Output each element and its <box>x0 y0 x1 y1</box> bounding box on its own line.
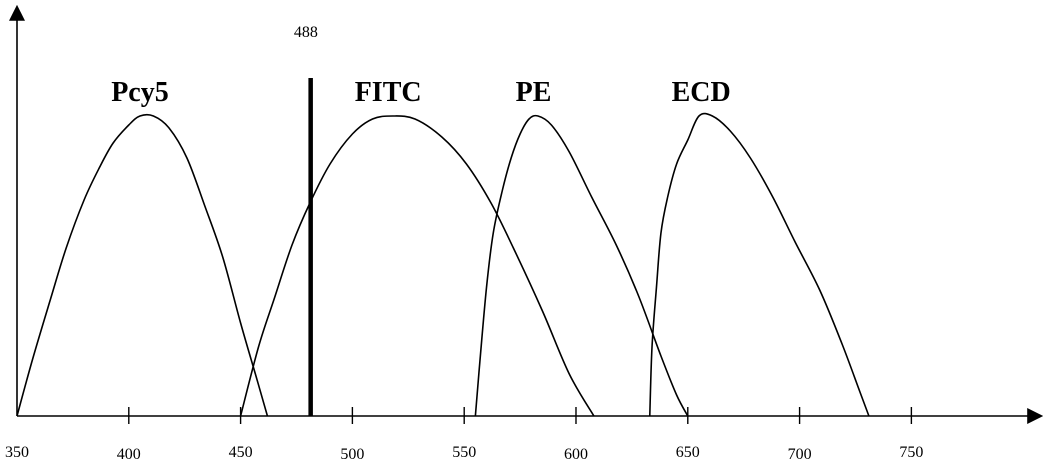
series-label-fitc: FITC <box>355 77 422 108</box>
x-tick-label-650: 650 <box>676 444 700 461</box>
x-tick-label-700: 700 <box>788 446 812 463</box>
x-tick-label-350: 350 <box>5 444 29 461</box>
x-tick-label-550: 550 <box>452 444 476 461</box>
laser-marker-label: 488 <box>294 24 318 41</box>
marker-layer: 488 <box>294 24 318 416</box>
axes <box>9 4 1044 424</box>
series-curve-ecd <box>648 112 870 417</box>
x-tick-label-500: 500 <box>340 446 364 463</box>
series-layer <box>16 112 870 417</box>
series-label-pcy5: Pcy5 <box>111 77 169 108</box>
series-curve-pcy5 <box>16 113 269 417</box>
x-tick-label-450: 450 <box>229 444 253 461</box>
series-label-pe: PE <box>516 77 552 108</box>
x-ticks: 350 400 450 500 550 600 650 700 750 <box>5 407 923 463</box>
series-label-ecd: ECD <box>672 77 731 108</box>
laser-marker-bar <box>308 78 313 416</box>
x-tick-label-400: 400 <box>117 446 141 463</box>
series-curve-pe <box>474 114 689 417</box>
labels-layer: Pcy5 FITC PE ECD <box>111 77 731 108</box>
x-tick-label-600: 600 <box>564 446 588 463</box>
series-curve-fitc <box>239 115 595 417</box>
x-tick-label-750: 750 <box>899 444 923 461</box>
